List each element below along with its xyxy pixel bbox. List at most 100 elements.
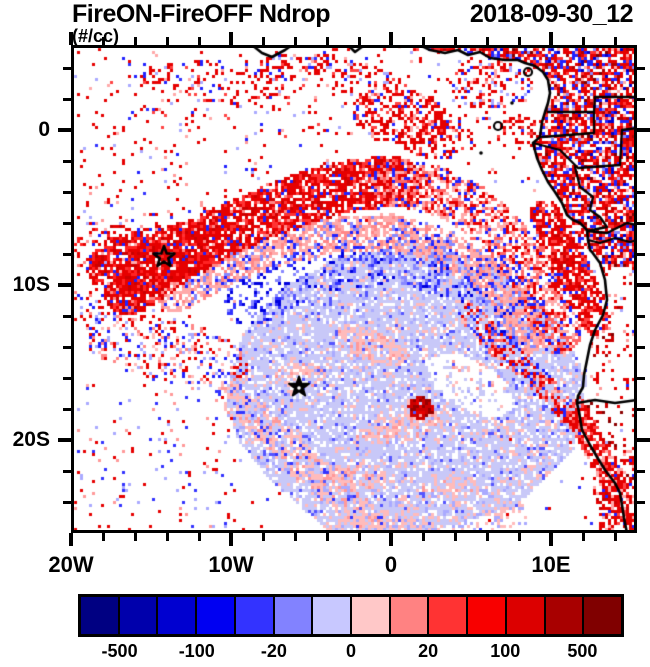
units-label: (#/cc) (72, 26, 120, 46)
x-major-tick-top (549, 32, 553, 45)
colorbar-segment (235, 597, 275, 634)
x-minor-tick (357, 533, 361, 541)
x-major-tick-top (229, 32, 233, 45)
y-major-tick (58, 283, 71, 287)
colorbar-segment (429, 597, 469, 634)
x-minor-tick (165, 533, 169, 541)
x-axis-label: 10W (208, 552, 254, 577)
x-minor-tick-top (421, 37, 425, 45)
y-minor-tick-right (637, 345, 645, 349)
x-minor-tick (517, 533, 521, 541)
x-minor-tick-top (453, 37, 457, 45)
colorbar-segment (197, 597, 236, 634)
y-major-tick (58, 438, 71, 442)
colorbar-segment (468, 597, 507, 634)
colorbar-label: 0 (345, 641, 356, 661)
map-field-canvas (71, 45, 637, 533)
x-minor-tick (197, 533, 201, 541)
y-minor-tick (63, 500, 71, 504)
x-minor-tick (325, 533, 329, 541)
y-minor-tick-right (637, 190, 645, 194)
colorbar-segment (274, 597, 314, 634)
x-minor-tick-top (261, 37, 265, 45)
x-minor-tick-top (581, 37, 585, 45)
colorbar-label: -100 (178, 641, 215, 661)
map-frame (71, 45, 637, 533)
y-minor-tick-right (637, 376, 645, 380)
colorbar-segment (584, 597, 622, 634)
colorbar-label: -20 (260, 641, 287, 661)
colorbar-segment (390, 597, 430, 634)
colorbar-label: 20 (418, 641, 439, 661)
x-major-tick-top (389, 32, 393, 45)
x-axis-label: 10E (531, 552, 571, 577)
y-major-tick (58, 128, 71, 132)
colorbar-segment (119, 597, 159, 634)
y-minor-tick-right (637, 221, 645, 225)
y-minor-tick-right (637, 469, 645, 473)
colorbar-segment (81, 597, 120, 634)
x-minor-tick (133, 533, 137, 541)
page-title: FireON-FireOFF Ndrop (72, 0, 331, 28)
x-minor-tick-top (485, 37, 489, 45)
x-major-tick (389, 533, 393, 546)
y-major-tick-right (637, 128, 650, 132)
y-minor-tick-right (637, 314, 645, 318)
x-minor-tick-top (133, 37, 137, 45)
x-minor-tick (453, 533, 457, 541)
colorbar-segment (313, 597, 353, 634)
y-minor-tick (63, 159, 71, 163)
colorbar-segment (545, 597, 585, 634)
x-minor-tick-top (325, 37, 329, 45)
x-major-tick (229, 533, 233, 546)
y-axis-label: 0 (38, 118, 50, 141)
x-axis-label: 20W (48, 552, 94, 577)
y-major-tick-right (637, 283, 650, 287)
x-minor-tick (293, 533, 297, 541)
x-minor-tick (613, 533, 617, 541)
y-minor-tick (63, 97, 71, 101)
x-minor-tick-top (357, 37, 361, 45)
y-minor-tick-right (637, 66, 645, 70)
y-minor-tick (63, 190, 71, 194)
x-minor-tick (101, 533, 105, 541)
x-major-tick-top (69, 32, 73, 45)
x-minor-tick (581, 533, 585, 541)
y-axis-label: 20S (12, 428, 50, 451)
y-minor-tick (63, 407, 71, 411)
y-minor-tick-right (637, 159, 645, 163)
colorbar-label: 100 (490, 641, 521, 661)
colorbar-segment (506, 597, 546, 634)
colorbar-label: 500 (567, 641, 598, 661)
y-minor-tick-right (637, 252, 645, 256)
x-major-tick (549, 533, 553, 546)
x-minor-tick-top (293, 37, 297, 45)
y-minor-tick-right (637, 407, 645, 411)
colorbar-segment (158, 597, 198, 634)
x-minor-tick-top (165, 37, 169, 45)
y-minor-tick-right (637, 97, 645, 101)
y-major-tick-right (637, 438, 650, 442)
x-minor-tick-top (613, 37, 617, 45)
y-minor-tick (63, 314, 71, 318)
colorbar-label: -500 (101, 641, 138, 661)
x-minor-tick-top (517, 37, 521, 45)
timestamp-label: 2018-09-30_12 (469, 0, 634, 28)
y-minor-tick-right (637, 500, 645, 504)
y-minor-tick (63, 66, 71, 70)
x-minor-tick (485, 533, 489, 541)
x-minor-tick-top (101, 37, 105, 45)
colorbar-segment (352, 597, 391, 634)
y-minor-tick (63, 376, 71, 380)
colorbar (78, 594, 624, 637)
x-minor-tick-top (197, 37, 201, 45)
y-minor-tick (63, 252, 71, 256)
y-minor-tick (63, 221, 71, 225)
x-major-tick (69, 533, 73, 546)
y-axis-label: 10S (12, 273, 50, 296)
x-minor-tick (261, 533, 265, 541)
x-axis-label: 0 (384, 552, 398, 577)
y-minor-tick (63, 345, 71, 349)
y-minor-tick (63, 469, 71, 473)
